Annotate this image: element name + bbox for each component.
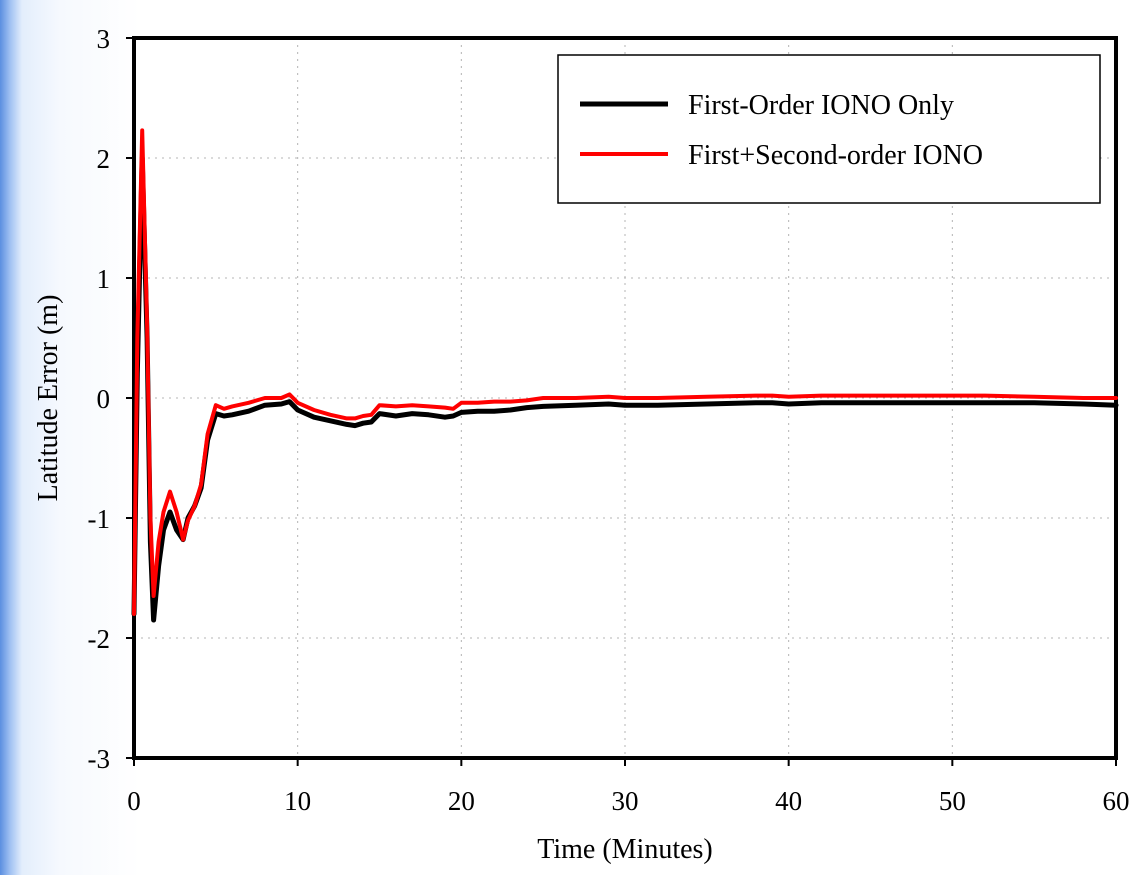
x-tick-label: 30 [612, 786, 639, 816]
y-tick-label: -3 [88, 744, 111, 774]
series-lines [131, 128, 1119, 623]
x-tick-label: 60 [1103, 786, 1130, 816]
x-tick-label: 40 [775, 786, 802, 816]
x-tick-label: 20 [448, 786, 475, 816]
x-tick-label: 0 [127, 786, 141, 816]
y-tick-label: -1 [88, 504, 111, 534]
y-axis-title: Latitude Error (m) [33, 295, 64, 502]
y-tick-label: 1 [97, 264, 111, 294]
series-line-2 [132, 128, 1118, 616]
y-tick-label: 0 [97, 384, 111, 414]
legend-label-1: First-Order IONO Only [688, 90, 954, 121]
series-line-1 [131, 155, 1119, 623]
legend: First-Order IONO Only First+Second-order … [557, 54, 1101, 204]
legend-label-2: First+Second-order IONO [688, 140, 983, 171]
y-tick-label: -2 [88, 624, 111, 654]
x-tick-label: 50 [939, 786, 966, 816]
axis-ticks: 0 10 20 30 40 50 60 -3 -2 -1 0 1 2 3 [88, 24, 1130, 816]
x-tick-label: 10 [284, 786, 311, 816]
legend-box [557, 54, 1101, 204]
y-tick-label: 3 [97, 24, 111, 54]
y-tick-label: 2 [97, 144, 111, 174]
x-axis-title: Time (Minutes) [537, 834, 713, 865]
